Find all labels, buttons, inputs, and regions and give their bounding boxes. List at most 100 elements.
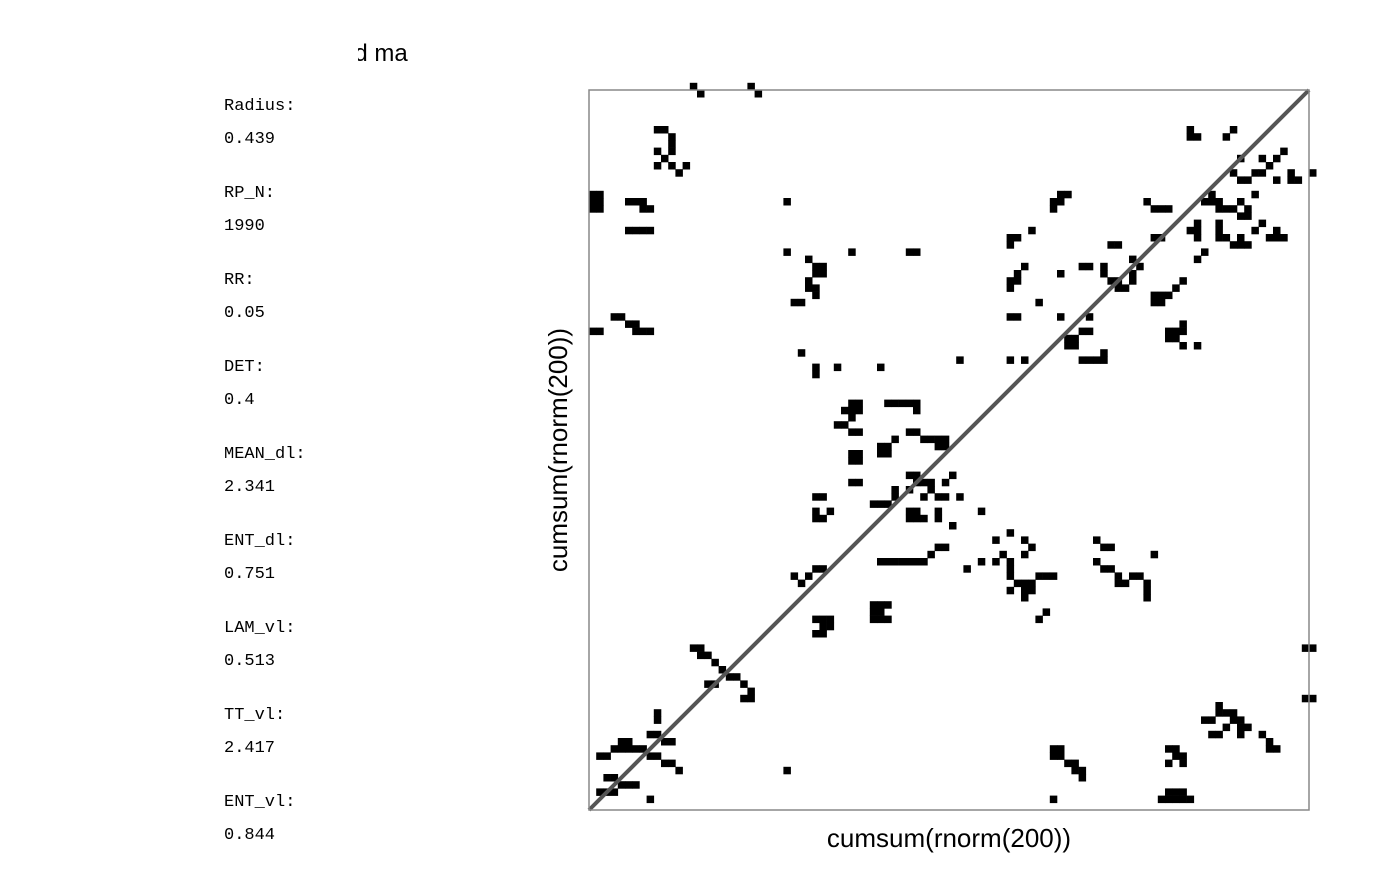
recurrence-point [891, 435, 899, 444]
recurrence-point [1186, 226, 1195, 235]
recurrence-point [877, 615, 885, 624]
recurrence-point [1237, 234, 1245, 242]
y-axis-label: cumsum(rnorm(200)) [543, 328, 573, 572]
recurrence-point [596, 788, 604, 796]
recurrence-point [920, 435, 928, 444]
recurrence-point [1287, 176, 1295, 184]
recurrence-point [1201, 716, 1209, 724]
recurrence-point [668, 738, 676, 746]
recurrence-point [956, 356, 964, 364]
recurrence-point [1265, 738, 1274, 746]
recurrence-point [905, 471, 914, 480]
recurrence-point [1143, 586, 1151, 595]
recurrence-point [661, 126, 669, 134]
recurrence-point [934, 493, 943, 501]
recurrence-point [1006, 586, 1015, 595]
recurrence-point [1021, 356, 1029, 364]
chart-title: ursegrained ma [358, 38, 548, 70]
recurrence-point [884, 558, 892, 566]
recurrence-point [589, 190, 597, 199]
recurrence-point [1107, 565, 1115, 573]
recurrence-point [1172, 752, 1180, 760]
stat-lam-vl: LAM_vl: 0.513 [224, 618, 424, 705]
recurrence-point [941, 442, 950, 451]
recurrence-point [1222, 709, 1231, 717]
recurrence-point [1193, 219, 1202, 228]
recurrence-point [1208, 198, 1216, 206]
recurrence-point [1107, 543, 1115, 552]
recurrence-point [1237, 241, 1245, 249]
recurrence-point [1215, 702, 1223, 710]
recurrence-point [625, 738, 633, 746]
recurrence-point [1006, 529, 1015, 537]
recurrence-point [1049, 752, 1058, 760]
recurrence-point [1193, 234, 1202, 242]
recurrence-point [1179, 342, 1187, 350]
recurrence-point [812, 493, 820, 501]
recurrence-point [1035, 572, 1043, 580]
recurrence-point [1287, 169, 1295, 177]
recurrence-point [1150, 205, 1159, 213]
recurrence-point [1193, 342, 1202, 350]
recurrence-point [1301, 694, 1310, 703]
recurrence-point [1258, 730, 1267, 739]
recurrence-point [812, 363, 820, 372]
recurrence-point [913, 558, 921, 566]
recurrence-point [819, 565, 827, 573]
recurrence-point [1100, 543, 1108, 552]
recurrence-point [1251, 190, 1259, 199]
recurrence-point [1035, 298, 1043, 307]
recurrence-point [668, 759, 676, 768]
recurrence-point [1121, 284, 1130, 292]
recurrence-point [697, 651, 705, 660]
recurrence-point [1172, 327, 1180, 336]
recurrence-point [833, 363, 842, 372]
recurrence-point [934, 435, 943, 444]
recurrence-point [999, 550, 1007, 559]
recurrence-point [877, 608, 885, 616]
recurrence-point [1021, 579, 1029, 588]
recurrence-point [1064, 342, 1072, 350]
stat-label: MEAN_dl: [224, 445, 306, 464]
recurrence-point [704, 651, 712, 660]
recurrence-point [1021, 594, 1029, 602]
recurrence-point [934, 442, 943, 451]
recurrence-point [934, 507, 943, 516]
recurrence-point [877, 601, 885, 609]
stat-value: 1990 [224, 217, 265, 236]
recurrence-point [1049, 572, 1058, 580]
recurrence-point [1165, 795, 1173, 804]
recurrence-point [941, 493, 950, 501]
recurrence-point [1071, 342, 1079, 350]
recurrence-point [934, 543, 943, 552]
recurrence-point [1222, 723, 1231, 732]
recurrence-point [1107, 277, 1115, 285]
recurrence-point [877, 500, 885, 508]
recurrence-point [1071, 759, 1079, 768]
recurrence-point [841, 406, 849, 415]
recurrence-point [1165, 745, 1173, 753]
recurrence-point [1165, 334, 1173, 343]
stat-value: 0.751 [224, 565, 276, 584]
recurrence-point [1258, 154, 1267, 163]
recurrence-point [855, 428, 863, 436]
recurrence-point [1244, 212, 1252, 220]
recurrence-point [848, 457, 856, 465]
recurrence-point [1006, 572, 1015, 580]
recurrence-point [1301, 644, 1310, 652]
recurrence-point [1006, 565, 1015, 573]
recurrence-point [927, 486, 935, 494]
recurrence-point [1129, 277, 1137, 285]
recurrence-point [718, 666, 727, 674]
recurrence-point [920, 478, 928, 487]
recurrence-point [812, 615, 820, 624]
stat-label: LAM_vl: [224, 619, 296, 638]
recurrence-point [668, 133, 676, 141]
stat-ent-vl: ENT_vl: 0.844 [224, 792, 424, 879]
recurrence-point [1265, 162, 1274, 170]
recurrence-point [740, 680, 748, 688]
recurrence-point [1193, 226, 1202, 235]
recurrence-point [1107, 241, 1115, 249]
recurrence-point [1179, 320, 1187, 328]
recurrence-point [905, 558, 914, 566]
